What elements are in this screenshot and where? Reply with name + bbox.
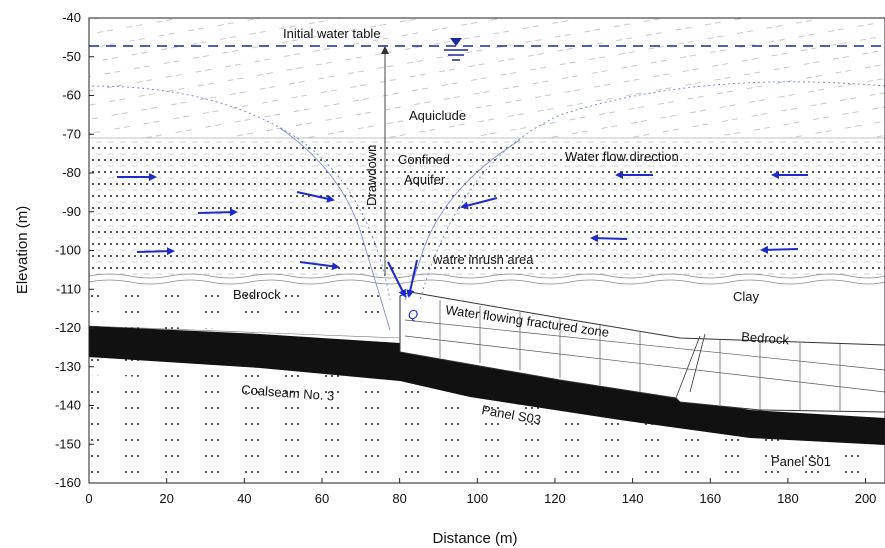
flow-arrow bbox=[296, 191, 335, 203]
x-axis-title: Distance (m) bbox=[432, 530, 517, 547]
y-tick-label: -50 bbox=[62, 49, 81, 64]
water-table-group bbox=[89, 38, 885, 331]
y-tick-label: -40 bbox=[62, 10, 81, 25]
inrush-arrow bbox=[406, 259, 418, 298]
confined-aquifer-layer bbox=[89, 140, 885, 276]
y-tick-label: -70 bbox=[62, 126, 81, 141]
bedrock-right-label: Bedrock bbox=[741, 329, 790, 347]
coalseam-label: Coalseam No. 3 bbox=[241, 382, 335, 403]
flow-arrow bbox=[590, 234, 628, 243]
x-tick-label: 100 bbox=[466, 491, 488, 506]
fractured-zone-block bbox=[399, 291, 885, 413]
y-tick-label: -90 bbox=[62, 204, 81, 219]
x-tick-label: 180 bbox=[777, 491, 799, 506]
y-tick-label: -100 bbox=[55, 243, 81, 258]
flow-arrow bbox=[760, 245, 799, 254]
x-tick-label: 40 bbox=[237, 491, 251, 506]
clay-label: Clay bbox=[733, 289, 760, 304]
x-tick-label: 200 bbox=[855, 491, 877, 506]
water-flow-direction-label: Water flow direction bbox=[565, 149, 679, 164]
floor-rock-layer bbox=[89, 380, 885, 483]
panel-s01-label: Panel S01 bbox=[771, 454, 831, 469]
y-tick-label: -80 bbox=[62, 165, 81, 180]
geology-layers bbox=[89, 18, 885, 483]
flow-arrow bbox=[460, 197, 498, 210]
x-axis-ticks: 0 20 40 60 80 100 120 140 160 180 200 bbox=[85, 478, 876, 506]
flow-arrow bbox=[136, 247, 175, 256]
y-tick-label: -160 bbox=[55, 475, 81, 490]
y-tick-label: -150 bbox=[55, 436, 81, 451]
aquiclude-layer bbox=[89, 18, 885, 138]
aquifer-label: Aquifer bbox=[404, 172, 446, 187]
x-tick-label: 140 bbox=[622, 491, 644, 506]
flow-arrow bbox=[197, 208, 238, 217]
fracture-crack bbox=[675, 333, 706, 399]
inflow-q-label: Q bbox=[408, 307, 418, 322]
y-tick-label: -130 bbox=[55, 359, 81, 374]
y-tick-label: -140 bbox=[55, 398, 81, 413]
x-tick-label: 120 bbox=[544, 491, 566, 506]
inrush-area-label: watre inrush area bbox=[432, 252, 534, 267]
flow-arrow bbox=[299, 261, 340, 271]
y-axis-ticks: -40 -50 -60 -70 -80 -90 -100 -110 -120 -130 -140 -1… bbox=[55, 10, 94, 490]
flow-arrows bbox=[117, 171, 808, 298]
y-tick-label: -110 bbox=[56, 281, 81, 296]
y-tick-label: -120 bbox=[55, 320, 81, 335]
aquifer-base-wavy-line bbox=[89, 273, 885, 279]
clay-wavy-line bbox=[89, 279, 885, 285]
initial-water-table-label: Initial water table bbox=[283, 26, 381, 41]
aquiclude-label: Aquiclude bbox=[409, 108, 466, 123]
x-tick-label: 80 bbox=[392, 491, 406, 506]
bedrock-left-label: Bedrock bbox=[233, 287, 281, 302]
drawdown-curve-left-inner bbox=[279, 127, 391, 331]
x-tick-label: 60 bbox=[315, 491, 329, 506]
x-tick-label: 160 bbox=[699, 491, 721, 506]
fractured-zone-cells bbox=[404, 300, 885, 411]
inrush-arrow bbox=[387, 261, 406, 298]
y-axis-title: Elevation (m) bbox=[14, 206, 31, 294]
x-tick-label: 20 bbox=[159, 491, 173, 506]
bedrock-left-layer bbox=[89, 286, 400, 320]
y-tick-label: -60 bbox=[62, 88, 81, 103]
drawdown-curve-right-outer bbox=[419, 81, 885, 301]
coalseam-layer bbox=[89, 326, 885, 445]
drawdown-label: Drawdown bbox=[364, 145, 379, 206]
x-tick-label: 0 bbox=[85, 491, 92, 506]
water-table-symbol bbox=[444, 38, 468, 61]
confined-label: Confined bbox=[398, 152, 450, 167]
